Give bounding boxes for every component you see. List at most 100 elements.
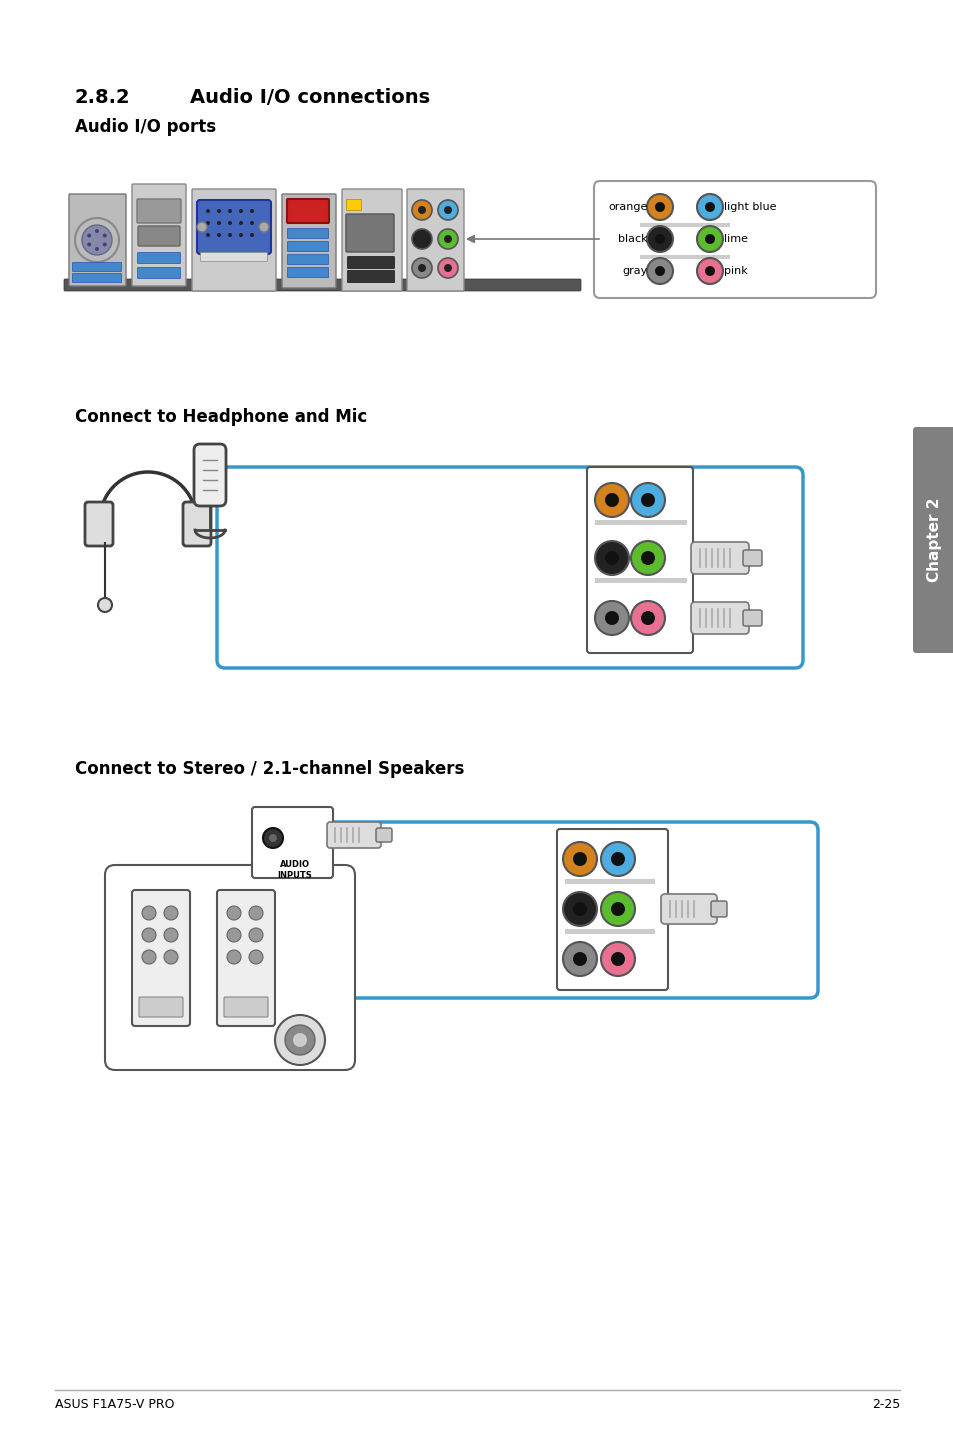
Circle shape [595, 601, 628, 636]
Circle shape [75, 219, 119, 262]
Circle shape [573, 952, 586, 966]
FancyBboxPatch shape [252, 807, 333, 879]
Circle shape [250, 233, 253, 237]
Circle shape [249, 906, 263, 920]
Circle shape [82, 224, 112, 255]
Text: ASUS F1A75-V PRO: ASUS F1A75-V PRO [55, 1398, 174, 1411]
FancyBboxPatch shape [137, 267, 180, 279]
FancyBboxPatch shape [639, 255, 729, 259]
FancyBboxPatch shape [72, 273, 121, 282]
Circle shape [704, 266, 714, 276]
FancyBboxPatch shape [193, 444, 226, 506]
Text: Connect to Headphone and Mic: Connect to Headphone and Mic [75, 408, 367, 426]
Circle shape [103, 233, 107, 237]
Circle shape [239, 209, 243, 213]
Circle shape [604, 493, 618, 508]
Circle shape [640, 551, 655, 565]
FancyBboxPatch shape [347, 270, 395, 282]
FancyBboxPatch shape [85, 502, 112, 546]
FancyBboxPatch shape [742, 610, 761, 626]
FancyBboxPatch shape [137, 253, 180, 263]
FancyBboxPatch shape [639, 223, 729, 227]
FancyBboxPatch shape [69, 194, 126, 286]
Circle shape [412, 257, 432, 278]
Circle shape [640, 611, 655, 626]
FancyBboxPatch shape [595, 578, 686, 582]
Circle shape [595, 541, 628, 575]
Circle shape [610, 952, 624, 966]
FancyBboxPatch shape [346, 214, 394, 252]
FancyBboxPatch shape [742, 549, 761, 567]
Circle shape [573, 851, 586, 866]
Text: gray: gray [622, 266, 647, 276]
Circle shape [164, 951, 178, 963]
FancyBboxPatch shape [192, 188, 275, 290]
Circle shape [697, 226, 722, 252]
Text: 2.8.2: 2.8.2 [75, 88, 131, 106]
Circle shape [250, 209, 253, 213]
Text: Connect to Stereo / 2.1-channel Speakers: Connect to Stereo / 2.1-channel Speakers [75, 761, 464, 778]
FancyBboxPatch shape [690, 542, 748, 574]
Circle shape [604, 551, 618, 565]
Circle shape [164, 906, 178, 920]
Text: orange: orange [608, 201, 647, 211]
FancyBboxPatch shape [346, 200, 361, 210]
Text: lime: lime [723, 234, 747, 244]
FancyBboxPatch shape [594, 181, 875, 298]
FancyBboxPatch shape [287, 267, 328, 278]
Circle shape [437, 200, 457, 220]
FancyBboxPatch shape [564, 879, 655, 884]
Circle shape [216, 221, 221, 224]
FancyBboxPatch shape [710, 902, 726, 917]
Circle shape [417, 206, 426, 214]
Circle shape [443, 265, 452, 272]
Circle shape [249, 951, 263, 963]
Circle shape [640, 493, 655, 508]
FancyBboxPatch shape [407, 188, 463, 290]
FancyBboxPatch shape [586, 467, 692, 653]
Circle shape [95, 247, 99, 252]
Circle shape [142, 928, 156, 942]
Circle shape [239, 221, 243, 224]
Circle shape [604, 611, 618, 626]
Circle shape [196, 221, 207, 232]
FancyBboxPatch shape [287, 255, 328, 265]
Circle shape [646, 257, 672, 283]
Circle shape [655, 234, 664, 244]
Circle shape [655, 201, 664, 211]
FancyBboxPatch shape [72, 263, 121, 272]
Circle shape [630, 601, 664, 636]
Circle shape [443, 206, 452, 214]
Text: Audio I/O connections: Audio I/O connections [190, 88, 430, 106]
FancyBboxPatch shape [287, 229, 328, 239]
FancyBboxPatch shape [139, 997, 183, 1017]
FancyBboxPatch shape [138, 226, 180, 246]
FancyBboxPatch shape [200, 253, 267, 262]
Circle shape [206, 209, 210, 213]
Circle shape [697, 257, 722, 283]
Circle shape [704, 201, 714, 211]
Circle shape [437, 229, 457, 249]
FancyBboxPatch shape [287, 242, 328, 252]
Circle shape [216, 233, 221, 237]
Circle shape [98, 598, 112, 613]
Circle shape [573, 902, 586, 916]
Text: Chapter 2: Chapter 2 [926, 498, 942, 582]
Circle shape [250, 221, 253, 224]
Circle shape [595, 483, 628, 518]
Circle shape [164, 928, 178, 942]
Circle shape [227, 951, 241, 963]
Circle shape [285, 1025, 314, 1055]
Circle shape [206, 221, 210, 224]
Circle shape [655, 266, 664, 276]
FancyBboxPatch shape [660, 894, 717, 925]
Text: pink: pink [723, 266, 747, 276]
Circle shape [87, 233, 91, 237]
Circle shape [697, 194, 722, 220]
Circle shape [228, 209, 232, 213]
Circle shape [239, 233, 243, 237]
Text: black: black [618, 234, 647, 244]
FancyBboxPatch shape [132, 890, 190, 1025]
Circle shape [600, 942, 635, 976]
FancyBboxPatch shape [137, 198, 181, 223]
